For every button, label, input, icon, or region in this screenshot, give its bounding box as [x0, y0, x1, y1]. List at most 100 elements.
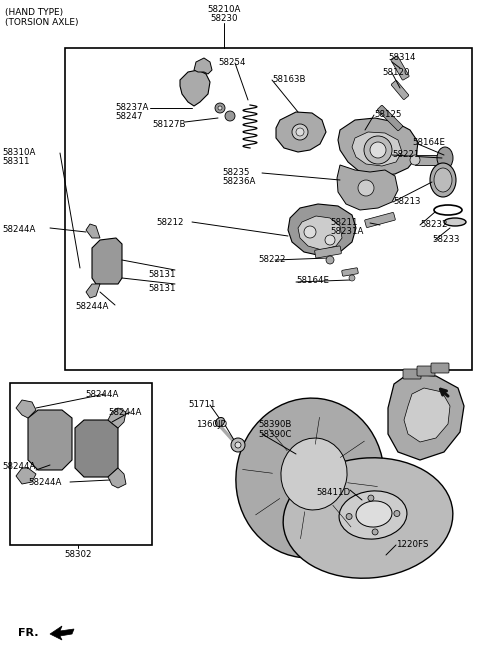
- FancyBboxPatch shape: [315, 246, 341, 258]
- Text: 58244A: 58244A: [2, 225, 36, 234]
- Bar: [65, 48, 472, 370]
- Text: 58131: 58131: [148, 284, 176, 293]
- Text: 58247: 58247: [115, 112, 143, 121]
- Ellipse shape: [236, 398, 384, 558]
- Text: 58127B: 58127B: [152, 120, 185, 129]
- Circle shape: [292, 124, 308, 140]
- Text: 58221: 58221: [392, 150, 420, 159]
- Text: 58244A: 58244A: [75, 302, 108, 311]
- Text: 58314: 58314: [388, 53, 416, 62]
- Text: 58163B: 58163B: [272, 75, 305, 84]
- Text: 58310A: 58310A: [2, 148, 36, 157]
- Polygon shape: [16, 400, 36, 418]
- Polygon shape: [50, 626, 74, 640]
- Text: 58213: 58213: [393, 197, 420, 206]
- Polygon shape: [404, 388, 450, 442]
- Text: (TORSION AXLE): (TORSION AXLE): [5, 18, 79, 27]
- Text: 58211: 58211: [330, 218, 358, 227]
- Text: 58244A: 58244A: [2, 462, 36, 471]
- Circle shape: [370, 142, 386, 158]
- FancyBboxPatch shape: [365, 213, 396, 228]
- Text: 58411D: 58411D: [316, 488, 350, 497]
- Ellipse shape: [339, 491, 407, 539]
- Text: 58212: 58212: [156, 218, 183, 227]
- Circle shape: [394, 510, 400, 516]
- Text: 51711: 51711: [188, 400, 216, 409]
- Ellipse shape: [283, 458, 453, 578]
- Polygon shape: [352, 132, 402, 166]
- Bar: [10, 383, 152, 545]
- Text: 58125: 58125: [374, 110, 401, 119]
- Polygon shape: [28, 410, 72, 470]
- Circle shape: [296, 128, 304, 136]
- Bar: [415, 155, 443, 165]
- Text: 58210A: 58210A: [207, 5, 240, 14]
- Circle shape: [358, 180, 374, 196]
- Polygon shape: [337, 165, 398, 210]
- Polygon shape: [75, 420, 118, 477]
- FancyBboxPatch shape: [391, 56, 409, 80]
- Ellipse shape: [437, 147, 453, 169]
- Text: 58237A: 58237A: [115, 103, 148, 112]
- Ellipse shape: [444, 218, 466, 226]
- FancyBboxPatch shape: [417, 366, 435, 376]
- Text: 58302: 58302: [64, 550, 92, 559]
- Text: 58131: 58131: [148, 270, 176, 279]
- Circle shape: [326, 256, 334, 264]
- Text: 58164E: 58164E: [412, 138, 445, 147]
- Text: 58311: 58311: [2, 157, 29, 166]
- FancyBboxPatch shape: [342, 268, 358, 276]
- Ellipse shape: [434, 168, 452, 192]
- Text: 1360JD: 1360JD: [196, 420, 227, 429]
- Polygon shape: [180, 70, 210, 106]
- Polygon shape: [108, 408, 126, 428]
- Polygon shape: [86, 284, 100, 298]
- Text: (HAND TYPE): (HAND TYPE): [5, 8, 63, 17]
- Text: 58235: 58235: [222, 168, 250, 177]
- Polygon shape: [194, 58, 212, 74]
- Polygon shape: [338, 118, 418, 176]
- Polygon shape: [276, 112, 326, 152]
- Text: 58233: 58233: [432, 235, 459, 244]
- Polygon shape: [388, 374, 464, 460]
- Text: 58231A: 58231A: [330, 227, 363, 236]
- Polygon shape: [16, 468, 36, 484]
- Circle shape: [325, 235, 335, 245]
- Ellipse shape: [281, 438, 347, 510]
- Text: 58222: 58222: [258, 255, 286, 264]
- Circle shape: [410, 155, 420, 165]
- Text: 58244A: 58244A: [28, 478, 61, 487]
- Circle shape: [346, 514, 352, 520]
- Circle shape: [364, 136, 392, 164]
- Ellipse shape: [430, 163, 456, 197]
- Text: 58390B: 58390B: [258, 420, 291, 429]
- Text: FR.: FR.: [18, 628, 38, 638]
- Polygon shape: [288, 204, 356, 256]
- Circle shape: [231, 438, 245, 452]
- Polygon shape: [108, 468, 126, 488]
- Text: 58390C: 58390C: [258, 430, 291, 439]
- Circle shape: [368, 495, 374, 501]
- FancyBboxPatch shape: [391, 81, 409, 100]
- Text: 58254: 58254: [218, 58, 245, 67]
- Ellipse shape: [356, 501, 392, 527]
- FancyBboxPatch shape: [431, 363, 449, 373]
- Circle shape: [304, 226, 316, 238]
- Circle shape: [349, 275, 355, 281]
- Circle shape: [235, 442, 241, 448]
- Text: 1220FS: 1220FS: [396, 540, 428, 549]
- Text: 58120: 58120: [382, 68, 409, 77]
- Text: 58244A: 58244A: [108, 408, 142, 417]
- Text: 58230: 58230: [210, 14, 238, 23]
- Polygon shape: [298, 216, 342, 250]
- Polygon shape: [86, 224, 100, 238]
- Text: 58244A: 58244A: [85, 390, 119, 399]
- Circle shape: [225, 111, 235, 121]
- FancyBboxPatch shape: [377, 105, 403, 131]
- Circle shape: [372, 529, 378, 535]
- Polygon shape: [92, 238, 122, 284]
- Text: 58164E: 58164E: [296, 276, 329, 285]
- Text: 58232: 58232: [420, 220, 447, 229]
- Text: 58236A: 58236A: [222, 177, 255, 186]
- Ellipse shape: [216, 417, 225, 426]
